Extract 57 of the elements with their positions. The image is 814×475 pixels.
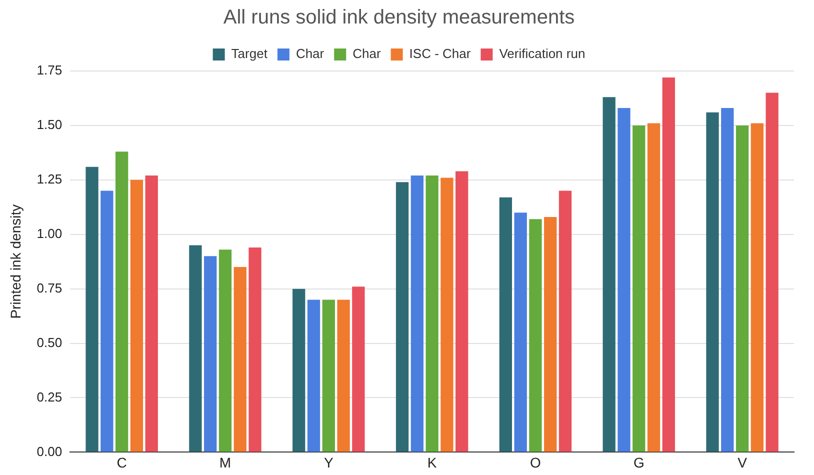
y-tick-label: 1.25 bbox=[36, 171, 62, 186]
bar bbox=[337, 300, 350, 452]
bar bbox=[736, 125, 749, 452]
bar bbox=[204, 256, 217, 452]
bar bbox=[602, 97, 616, 452]
y-tick-label: 1.75 bbox=[36, 62, 62, 78]
bar bbox=[292, 288, 306, 452]
bar bbox=[618, 108, 630, 452]
bar bbox=[307, 300, 320, 452]
bar bbox=[750, 123, 764, 452]
y-tick-label: 0.25 bbox=[36, 389, 62, 404]
legend-label: Verification run bbox=[499, 46, 586, 62]
bar bbox=[544, 216, 557, 452]
bar bbox=[234, 267, 246, 452]
bar bbox=[456, 171, 468, 452]
bar bbox=[396, 182, 409, 452]
y-tick-label: 0.50 bbox=[36, 334, 62, 350]
bar bbox=[721, 108, 734, 452]
y-tick-label: 0.00 bbox=[36, 444, 62, 459]
bar bbox=[410, 176, 424, 452]
legend-label: ISC - Char bbox=[409, 46, 472, 62]
y-axis-title: Printed ink density bbox=[7, 204, 24, 319]
bar bbox=[218, 250, 232, 452]
legend-label: Char bbox=[352, 46, 382, 62]
bar bbox=[115, 152, 128, 452]
x-tick-label: C bbox=[116, 454, 127, 470]
legend-label: Char bbox=[296, 46, 325, 62]
bar bbox=[100, 190, 114, 452]
chart-title: All runs solid ink density measurements bbox=[223, 6, 575, 29]
x-tick-label: V bbox=[738, 454, 748, 470]
y-tick-label: 1.00 bbox=[36, 226, 62, 241]
bar bbox=[86, 166, 98, 452]
x-tick-label: K bbox=[427, 454, 438, 470]
x-tick-label: M bbox=[219, 454, 232, 470]
x-tick-label: Y bbox=[324, 454, 334, 470]
bar bbox=[706, 112, 719, 452]
bar bbox=[440, 178, 454, 452]
bar bbox=[558, 190, 572, 452]
bar bbox=[145, 176, 158, 452]
x-tick-label: G bbox=[633, 454, 644, 470]
bar bbox=[426, 176, 438, 452]
bar bbox=[766, 92, 778, 452]
bar bbox=[189, 245, 202, 452]
bar bbox=[499, 197, 512, 452]
bar bbox=[632, 125, 646, 452]
bar bbox=[248, 247, 262, 452]
y-tick-label: 1.50 bbox=[36, 117, 62, 132]
bar bbox=[130, 180, 144, 452]
bar bbox=[514, 212, 527, 452]
legend-label: Target bbox=[231, 46, 268, 62]
x-tick-label: O bbox=[530, 454, 542, 470]
bar bbox=[662, 78, 675, 452]
bar bbox=[529, 219, 542, 452]
y-tick-label: 0.75 bbox=[36, 280, 62, 296]
bar bbox=[322, 300, 335, 452]
bar bbox=[352, 286, 365, 452]
bar bbox=[647, 123, 660, 452]
